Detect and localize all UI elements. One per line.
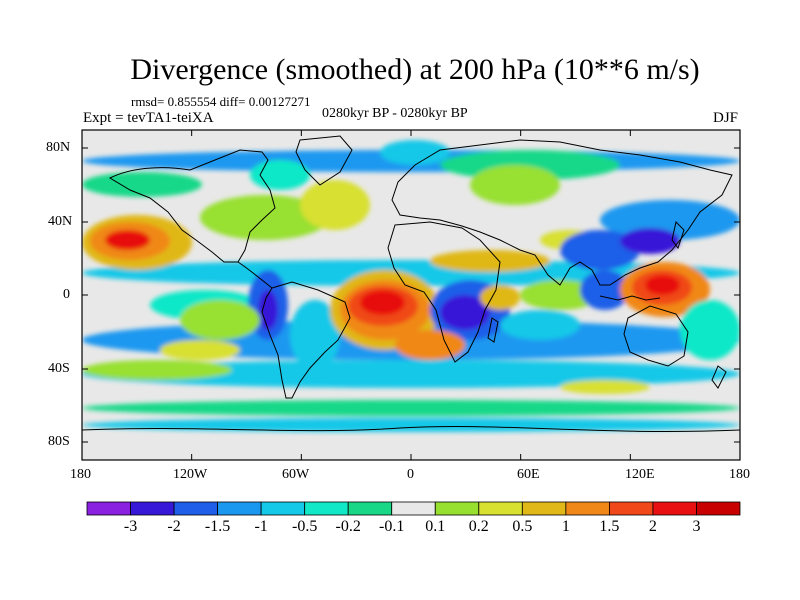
colorbar-label: 0.5 [512,518,533,535]
colorbar-label: -1.5 [204,518,231,535]
colorbar-swatch [130,501,175,516]
colorbar-label: 1 [561,518,570,535]
lat-tick-40s: 40S [48,361,70,376]
field-patch-neg_strong [620,228,680,254]
colorbar-label: -0.5 [291,518,318,535]
field-patch-neg_mid [560,230,640,270]
field-patch-yellow [160,340,240,360]
field-patch-yellowgreen [470,165,560,205]
colorbar-swatch [217,501,262,516]
stats-text: rmsd= 0.855554 diff= 0.00127271 [131,94,311,109]
colorbar-swatch [434,501,480,516]
lon-tick-60e: 60E [517,467,540,482]
lon-tick-120e: 120E [625,467,655,482]
colorbar-swatch [609,501,654,516]
field-patch-gold [430,250,550,272]
field-patch-yellowgreen [82,360,232,380]
axis-ticks [81,130,741,460]
field-patch-yellowgreen [180,300,260,340]
field-patch-teal [250,160,310,190]
field-patch-cyan [82,360,740,388]
lat-tick-80n: 80N [46,140,71,155]
colorbar [86,501,741,516]
chart-title: Divergence (smoothed) at 200 hPa (10**6 … [130,53,700,86]
lon-tick-180e: 180 [729,467,750,482]
colorbar-swatch [565,501,610,516]
season-label: DJF [713,110,739,126]
colorbar-swatch [260,501,306,516]
period-label: 0280kyr BP - 0280kyr BP [322,106,468,121]
colorbar-label: 0.2 [468,518,489,535]
field-patch-red [360,290,405,315]
field-patch-yellow [560,380,650,394]
lon-tick-60w: 60W [282,467,310,482]
lon-tick-180w: 180 [70,467,91,482]
colorbar-swatch [391,501,436,516]
field-patch-red [645,275,680,295]
field-patch-neg_strong [258,290,278,330]
lat-tick-0: 0 [63,287,70,302]
field-patch-green [82,172,202,197]
colorbar-swatch [652,501,697,516]
field-patch-neg_strong [440,295,490,330]
field-patch-cyan [82,260,740,286]
colorbar-swatch [347,501,393,516]
field-patch-cyan [290,300,340,370]
colorbar-label: -1 [254,518,268,535]
colorbar-label: -3 [123,518,138,535]
field-patch-yellowgreen [520,280,600,310]
colorbar-label: -0.1 [379,518,405,535]
lon-tick-120w: 120W [173,467,208,482]
field-patch-cyan [82,418,740,432]
colorbar-label: 0.1 [425,518,446,535]
lat-tick-80s: 80S [48,434,70,449]
colorbar-label: -0.2 [335,518,361,535]
lon-tick-0: 0 [407,467,414,482]
field-patch-cyan [500,310,580,340]
field-patch-green [82,400,740,416]
colorbar-swatch [478,501,523,516]
colorbar-swatch [696,501,741,516]
field-patch-orange [395,330,465,360]
field-patch-yellow [300,180,370,230]
colorbar-label: 2 [648,518,657,535]
field-patch-teal [680,300,740,360]
colorbar-swatch [304,501,349,516]
colorbar-label: 1.5 [599,518,620,535]
field-patch-gold [480,285,520,310]
experiment-label: Expt = tevTA1-teiXA [83,110,214,126]
colorbar-label: -2 [167,518,181,535]
field-patch-cyan [380,140,450,165]
colorbar-swatch [173,501,218,516]
field-patch-red [105,230,150,250]
lat-tick-40n: 40N [48,214,73,229]
colorbar-label: 3 [692,518,701,535]
colorbar-swatch [86,501,131,516]
colorbar-swatch [521,501,567,516]
divergence-field [82,140,740,432]
coastlines [82,135,740,433]
